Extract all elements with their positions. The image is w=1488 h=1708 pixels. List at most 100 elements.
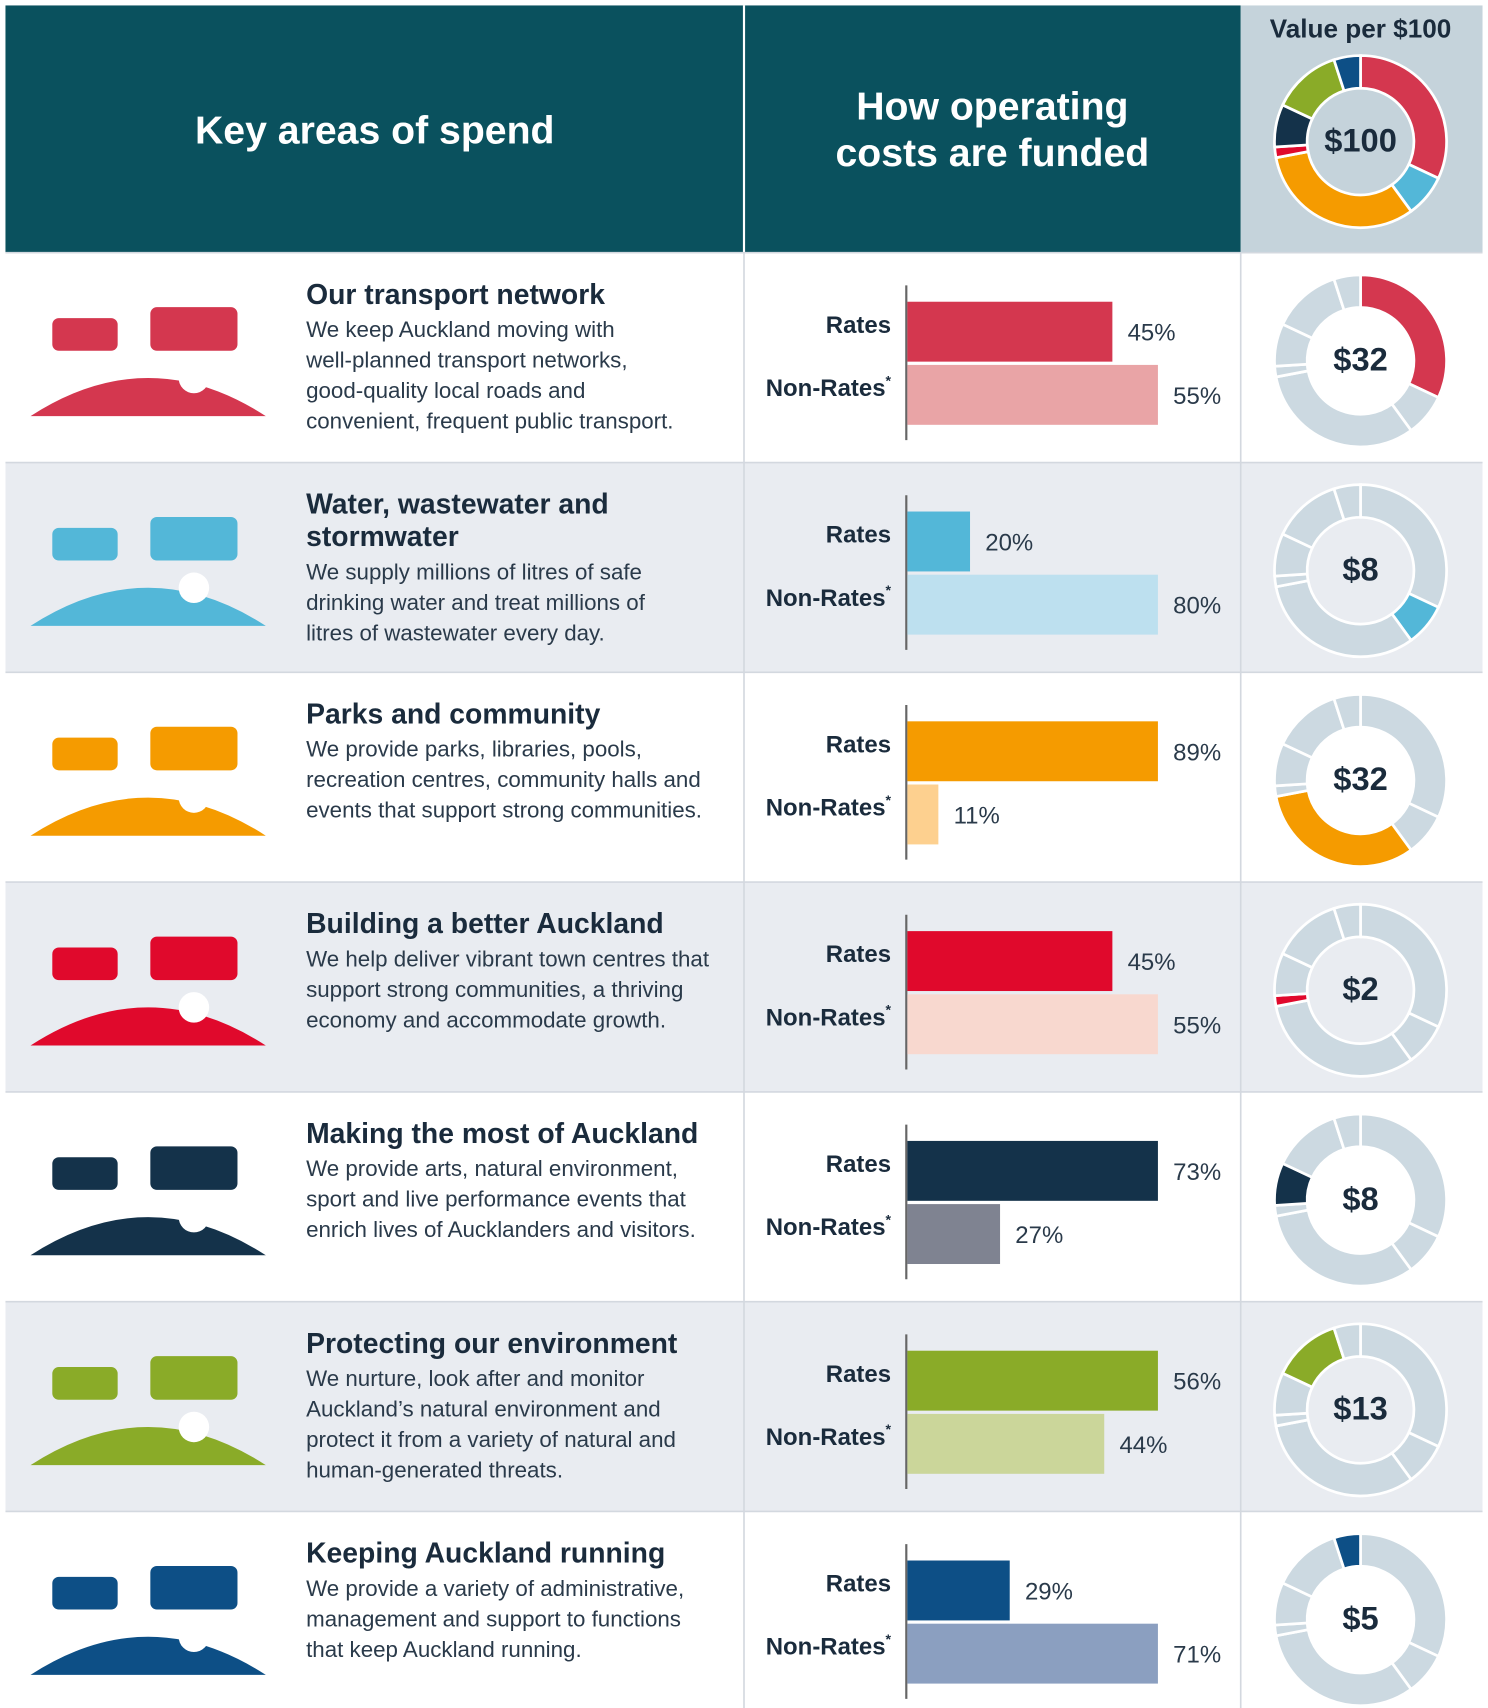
icon-shape [30,797,266,836]
icon-shape [30,1007,266,1046]
bar-label: Non-Rates* [766,1002,892,1031]
icon-shape [150,516,238,561]
row-description: We keep Auckland moving with [306,317,615,342]
row-description: We provide arts, natural environment, [306,1156,678,1181]
bar-label-text: Rates [826,942,891,969]
row-title: Keeping Auckland running [306,1538,665,1570]
row-description: that keep Auckland running. [306,1637,582,1662]
bar-label-text: Non-Rates [766,1424,886,1451]
donut-label: $5 [1342,1599,1378,1636]
row-description: events that support strong communities. [306,798,702,823]
bar-value-label: 89% [1173,739,1221,766]
donut-label: $32 [1333,341,1388,378]
donut-segment [1274,1628,1414,1708]
icon-shape [150,1356,238,1400]
donut-label: $32 [1333,760,1388,797]
bar-value-label: 71% [1173,1642,1221,1669]
donut-segment [1332,1532,1362,1571]
row-description: convenient, frequent public transport. [306,409,673,434]
bar [907,574,1158,635]
bar-label: Rates [826,942,891,969]
bar-label: Rates [826,522,891,549]
icon-shape [52,1157,118,1190]
bar-value-label: 55% [1173,383,1221,410]
bar-label-text: Rates [826,1361,891,1388]
row-description: litres of wastewater every day. [306,621,605,646]
donut-segment [1359,1532,1448,1659]
bar-label-text: Rates [826,312,891,339]
bar-value-label: 80% [1173,593,1221,620]
footnote-mark: * [886,1002,892,1018]
donut-segment [1359,693,1448,819]
donut-segment [1274,1208,1414,1288]
icon-shape [30,1217,266,1256]
donut-segment [1332,54,1362,93]
icon-shape [150,307,238,351]
donut-segment [1359,1112,1448,1239]
donut-segment [1274,788,1414,868]
bar-value-label: 20% [985,530,1033,557]
donut-segment [1359,54,1448,181]
row-title: Water, wastewater and [306,489,609,521]
bar-label-text: Non-Rates [766,375,886,402]
row-description: drinking water and treat millions of [306,590,646,615]
bar-label-text: Non-Rates [766,795,886,822]
icon-shape [150,726,238,771]
icon-shape [52,1576,118,1610]
header-title: Key areas of spend [195,109,555,152]
row-description: human-generated threats. [306,1458,563,1483]
icon-shape [30,587,266,626]
bar-label-text: Rates [826,1571,891,1598]
footnote-mark: * [886,793,892,809]
row-description: enrich lives of Aucklanders and visitors… [306,1217,696,1242]
donut-label: $8 [1342,550,1378,587]
bar-value-label: 11% [954,803,1000,830]
row-description: management and support to functions [306,1606,681,1631]
bar-value-label: 56% [1173,1369,1221,1396]
bar-label: Non-Rates* [766,1422,892,1451]
bar-label: Non-Rates* [766,793,892,822]
row-title: Protecting our environment [306,1328,678,1360]
bar-label: Rates [826,1361,891,1388]
icon-shape [178,782,210,813]
donut-segment [1332,902,1362,942]
donut-segment [1274,998,1414,1078]
header-title: costs are funded [836,132,1150,175]
bar-label-text: Non-Rates [766,1634,886,1661]
footnote-mark: * [886,583,892,599]
row-title: Parks and community [306,698,600,730]
icon-shape [178,572,210,604]
bar-label-text: Rates [826,732,891,759]
icon [30,1565,266,1675]
bar [907,364,1158,425]
bar-label-text: Non-Rates [766,585,886,612]
row-description: support strong communities, a thriving [306,977,683,1002]
icon [30,516,266,626]
row-description: well-planned transport networks, [305,348,627,373]
footnote-mark: * [886,1422,892,1438]
row-title: Building a better Auckland [306,908,664,940]
icon [30,936,266,1046]
footnote-mark: * [886,1632,892,1648]
donut-segment [1332,1322,1362,1361]
bar-label: Non-Rates* [766,1632,892,1661]
bar-label-text: Non-Rates [766,1005,886,1032]
row-description: economy and accommodate growth. [306,1007,666,1032]
bar [907,1204,1001,1265]
bar [907,994,1158,1055]
bar-label: Non-Rates* [766,373,892,402]
row-description: Auckland’s natural environment and [306,1397,661,1422]
footnote-mark: * [886,1212,892,1228]
icon-shape [30,1636,266,1675]
row-description: We provide a variety of administrative, [306,1576,684,1601]
bar-label: Rates [826,1151,891,1178]
row-title: Our transport network [306,279,605,311]
bar [907,931,1113,992]
icon-shape [52,947,118,981]
row-description: We nurture, look after and monitor [306,1366,645,1391]
footnote-mark: * [886,373,892,389]
bar [907,1140,1158,1201]
bar-label: Rates [826,312,891,339]
header-title: How operating [856,85,1128,128]
